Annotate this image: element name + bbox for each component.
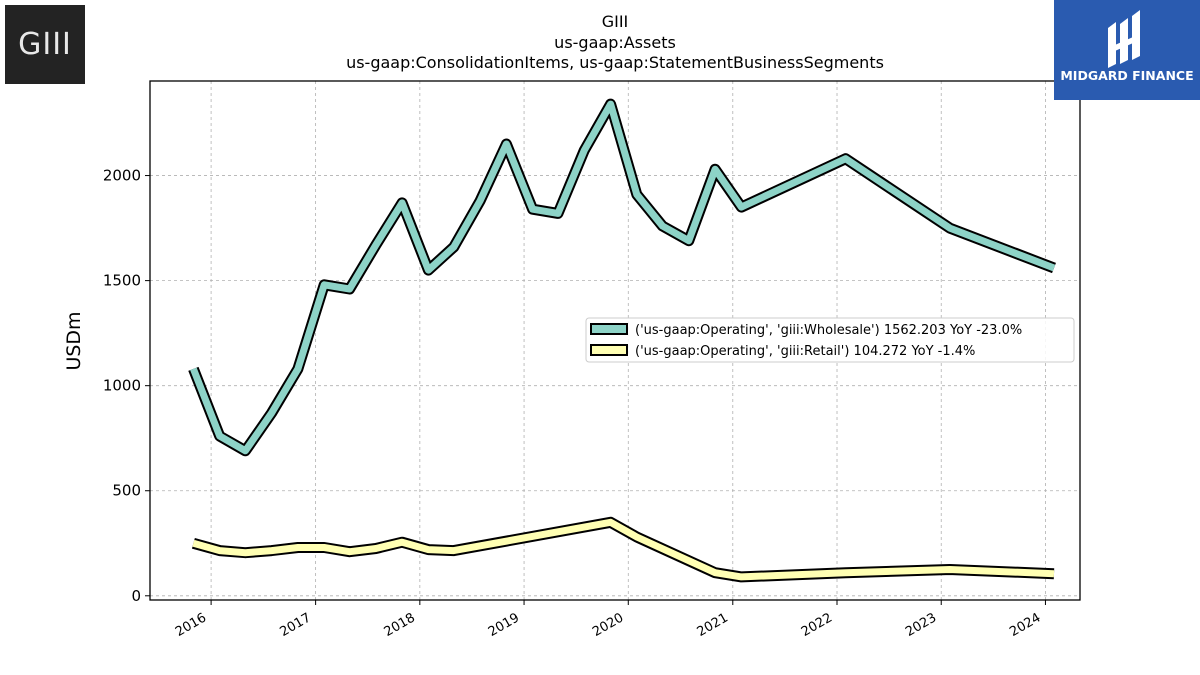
chart-subtitle: us-gaap:Assets: [554, 33, 676, 52]
series-wholesale-line: [190, 100, 1056, 455]
x-tick-label: 2017: [277, 610, 313, 640]
x-tick-label: 2019: [486, 610, 522, 640]
chart-subtitle-2: us-gaap:ConsolidationItems, us-gaap:Stat…: [346, 53, 884, 72]
series-wholesale-group: [188, 98, 1056, 457]
y-axis-label: USDm: [63, 311, 85, 370]
series-retail-line: [192, 518, 1055, 581]
x-tick-label: 2021: [695, 610, 731, 640]
y-tick-label: 0: [131, 587, 141, 605]
giii-logo-text: GIII: [18, 27, 72, 62]
y-tick-label: 500: [112, 482, 141, 500]
legend-box: [585, 317, 1075, 363]
legend-label: ('us-gaap:Operating', 'giii:Wholesale') …: [635, 323, 1022, 338]
x-tick-label: 2016: [173, 610, 209, 640]
midgard-logo-icon: [1108, 10, 1140, 68]
chart-title-block: GIII us-gaap:Assets us-gaap:Consolidatio…: [346, 12, 884, 72]
legend-swatch: [590, 344, 628, 356]
x-tick-label: 2018: [382, 610, 418, 640]
y-axis-ticks: 0 500 1000 1500 2000: [103, 167, 150, 605]
y-tick-label: 1500: [103, 272, 141, 290]
y-tick-label: 1000: [103, 377, 141, 395]
series-retail-group: [191, 516, 1055, 583]
series-layer: [188, 98, 1056, 583]
chart-title: GIII: [602, 12, 629, 31]
plot-frame: [149, 80, 1081, 601]
legend: ('us-gaap:Operating', 'giii:Wholesale') …: [585, 317, 1075, 363]
midgard-logo-text: MIDGARD FINANCE: [1060, 68, 1194, 83]
legend-swatch: [590, 323, 628, 335]
x-tick-label: 2024: [1007, 610, 1043, 640]
midgard-finance-logo: MIDGARD FINANCE: [1054, 0, 1200, 100]
x-tick-label: 2023: [903, 610, 939, 640]
y-tick-label: 2000: [103, 167, 141, 185]
x-tick-label: 2022: [799, 610, 835, 640]
x-tick-label: 2020: [590, 610, 626, 640]
legend-label: ('us-gaap:Operating', 'giii:Retail') 104…: [635, 344, 975, 359]
giii-logo: GIII: [5, 5, 85, 84]
x-axis-ticks: 2016 2017 2018 2019 2020 2021 2022 2023 2024: [173, 600, 1046, 640]
